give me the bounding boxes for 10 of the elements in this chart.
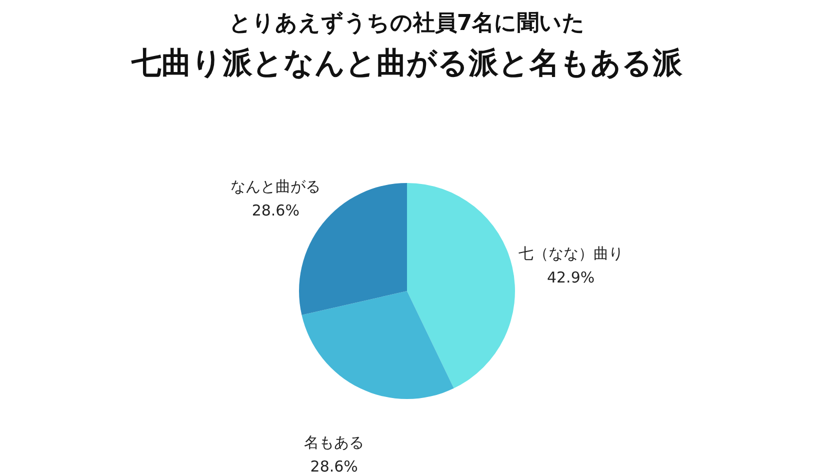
slice-label: 七（なな）曲り xyxy=(518,244,624,263)
chart-title: とりあえずうちの社員7名に聞いた xyxy=(228,11,586,36)
slice-label: 名もある xyxy=(304,433,364,452)
pie-slice xyxy=(407,183,515,388)
chart-subtitle: 七曲り派となんと曲がる派と名もある派 xyxy=(130,46,684,81)
data-label: 28.6% xyxy=(310,457,358,472)
data-label: 28.6% xyxy=(252,201,300,220)
data-label: 42.9% xyxy=(546,268,595,287)
slice-label: なんと曲がる xyxy=(230,177,321,196)
pie-slice xyxy=(302,291,454,399)
